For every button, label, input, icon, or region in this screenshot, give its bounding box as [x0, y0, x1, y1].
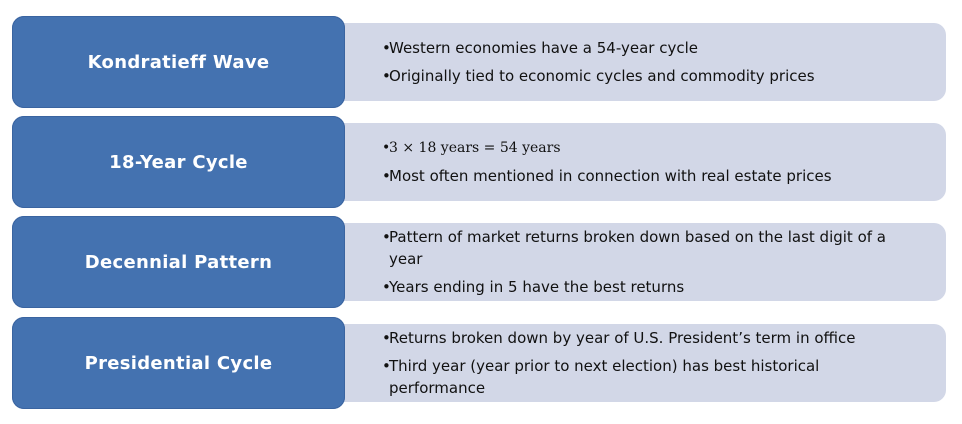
bullet-dot: •	[382, 228, 391, 246]
bullet-dot: •	[382, 167, 391, 185]
bullet-item: • Returns broken down by year of U.S. Pr…	[382, 327, 906, 349]
bullet-text: 3 × 18 years = 54 years	[389, 140, 561, 156]
bullet-item: • Years ending in 5 have the best return…	[382, 276, 906, 298]
bullet-text: Years ending in 5 have the best returns	[389, 278, 685, 296]
label-box-presidential: Presidential Cycle	[12, 317, 345, 409]
bullet-text: Originally tied to economic cycles and c…	[389, 67, 815, 85]
bullet-item: • Most often mentioned in connection wit…	[382, 165, 906, 187]
bullet-dot: •	[382, 39, 391, 57]
bullet-dot: •	[382, 357, 391, 375]
detail-panel-kondratieff: • Western economies have a 54-year cycle…	[300, 23, 946, 101]
detail-panel-decennial: • Pattern of market returns broken down …	[300, 223, 946, 301]
bullet-item: • Third year (year prior to next electio…	[382, 355, 906, 399]
cycle-row-presidential: • Returns broken down by year of U.S. Pr…	[0, 317, 962, 409]
bullet-text: Pattern of market returns broken down ba…	[389, 228, 886, 268]
label-box-18-year: 18-Year Cycle	[12, 116, 345, 208]
bullet-item: • 3 × 18 years = 54 years	[382, 137, 906, 159]
bullet-dot: •	[382, 67, 391, 85]
bullet-text: Western economies have a 54-year cycle	[389, 39, 698, 57]
bullet-text: Third year (year prior to next election)…	[389, 357, 820, 397]
bullet-text: Most often mentioned in connection with …	[389, 167, 832, 185]
label-box-decennial: Decennial Pattern	[12, 216, 345, 308]
label-box-kondratieff: Kondratieff Wave	[12, 16, 345, 108]
bullet-dot: •	[382, 140, 391, 156]
bullet-text: Returns broken down by year of U.S. Pres…	[389, 329, 856, 347]
bullet-item: • Pattern of market returns broken down …	[382, 226, 906, 270]
detail-panel-presidential: • Returns broken down by year of U.S. Pr…	[300, 324, 946, 402]
bullet-item: • Western economies have a 54-year cycle	[382, 37, 906, 59]
detail-panel-18-year: • 3 × 18 years = 54 years • Most often m…	[300, 123, 946, 201]
bullet-dot: •	[382, 278, 391, 296]
cycle-row-decennial: • Pattern of market returns broken down …	[0, 216, 962, 308]
bullet-item: • Originally tied to economic cycles and…	[382, 65, 906, 87]
cycle-row-18-year: • 3 × 18 years = 54 years • Most often m…	[0, 116, 962, 208]
cycle-row-kondratieff: • Western economies have a 54-year cycle…	[0, 16, 962, 108]
bullet-dot: •	[382, 329, 391, 347]
